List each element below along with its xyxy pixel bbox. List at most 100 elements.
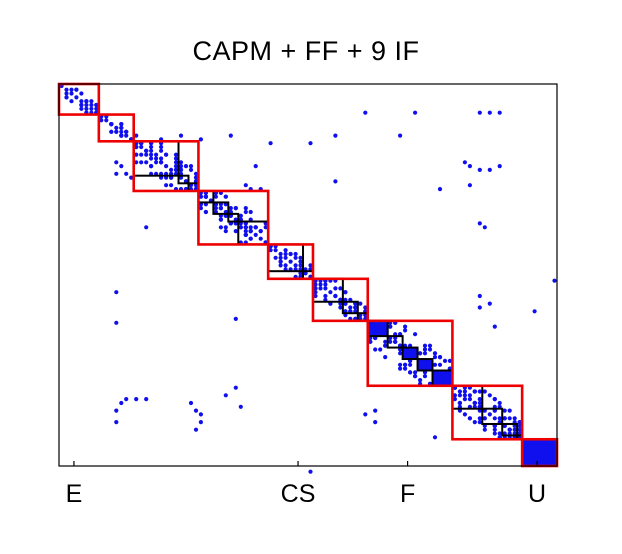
data-point-518 xyxy=(413,374,418,379)
data-point-663 xyxy=(243,183,248,188)
data-point-600 xyxy=(492,397,497,402)
data-point-610 xyxy=(477,420,482,425)
data-point-333 xyxy=(298,263,303,268)
data-point-263 xyxy=(198,194,203,199)
data-point-285 xyxy=(218,206,223,211)
data-point-683 xyxy=(124,397,129,402)
data-point-217 xyxy=(193,175,199,180)
data-point-116 xyxy=(64,95,69,100)
data-point-659 xyxy=(467,164,472,169)
data-point-6 xyxy=(89,106,94,111)
data-point-123 xyxy=(79,102,84,108)
data-point-441 xyxy=(378,347,383,352)
outer-block-4 xyxy=(266,243,315,281)
data-point-529 xyxy=(507,427,512,432)
data-point-44 xyxy=(278,251,283,257)
data-point-677 xyxy=(477,293,482,299)
data-point-385 xyxy=(313,290,318,295)
data-point-693 xyxy=(223,393,228,398)
data-point-695 xyxy=(238,404,243,409)
data-point-322 xyxy=(278,263,283,268)
data-point-223 xyxy=(134,152,139,157)
data-point-45 xyxy=(283,255,288,260)
data-point-662 xyxy=(497,164,502,169)
outer-block-7 xyxy=(451,384,524,441)
data-point-698 xyxy=(373,420,378,425)
data-point-46 xyxy=(288,259,293,264)
data-point-696 xyxy=(363,412,368,417)
data-point-639 xyxy=(487,110,492,115)
data-point-597 xyxy=(462,412,467,417)
data-point-417 xyxy=(403,324,408,329)
data-point-154 xyxy=(154,152,159,157)
inner-block-17 xyxy=(451,384,484,410)
data-point-9 xyxy=(104,118,109,123)
data-point-527 xyxy=(393,339,398,344)
inner-block-5 xyxy=(227,212,240,223)
data-point-39 xyxy=(253,232,258,237)
data-point-320 xyxy=(273,255,278,260)
outer-block-5 xyxy=(311,277,370,323)
data-point-113 xyxy=(79,106,84,111)
data-point-648 xyxy=(333,133,338,138)
data-point-124 xyxy=(69,87,74,92)
data-point-553 xyxy=(452,393,457,398)
data-point-480 xyxy=(383,339,388,344)
data-point-239 xyxy=(228,206,233,211)
data-point-364 xyxy=(323,282,328,287)
data-point-647 xyxy=(308,141,313,146)
points-layer xyxy=(59,83,557,474)
data-point-341 xyxy=(288,251,293,257)
data-point-58 xyxy=(348,305,353,310)
data-point-232 xyxy=(243,209,248,215)
data-point-671 xyxy=(477,221,482,226)
data-point-668 xyxy=(467,183,472,188)
inner-block-19 xyxy=(501,422,519,437)
data-point-450 xyxy=(427,347,433,352)
data-point-645 xyxy=(228,133,233,138)
data-point-117 xyxy=(74,87,79,92)
data-point-501 xyxy=(413,370,418,375)
data-point-456 xyxy=(422,351,428,356)
data-point-289 xyxy=(253,225,258,230)
data-point-119 xyxy=(94,106,99,111)
data-point-157 xyxy=(178,160,184,165)
data-point-316 xyxy=(308,263,313,268)
data-point-651 xyxy=(119,164,124,169)
data-point-687 xyxy=(114,420,119,425)
data-point-686 xyxy=(114,408,119,413)
chart-title: CAPM + FF + 9 IF xyxy=(192,36,420,66)
inner-block-15 xyxy=(416,358,434,372)
data-point-451 xyxy=(403,366,408,371)
data-point-406 xyxy=(422,374,428,379)
data-point-183 xyxy=(144,148,149,153)
dense-block-3 xyxy=(432,370,453,386)
data-point-166 xyxy=(159,148,164,153)
data-point-323 xyxy=(293,251,298,257)
data-point-229 xyxy=(243,225,248,230)
data-point-221 xyxy=(188,167,194,172)
data-point-673 xyxy=(552,278,557,283)
data-point-378 xyxy=(343,290,348,295)
data-point-679 xyxy=(477,305,482,310)
data-point-491 xyxy=(388,339,393,344)
data-point-462 xyxy=(422,343,428,348)
data-point-210 xyxy=(149,164,154,169)
data-point-690 xyxy=(198,412,203,417)
data-point-2 xyxy=(69,91,74,96)
data-point-53 xyxy=(323,286,328,291)
data-point-682 xyxy=(119,400,124,406)
data-point-220 xyxy=(169,183,174,188)
data-point-288 xyxy=(243,232,248,237)
data-point-661 xyxy=(487,167,492,172)
data-point-650 xyxy=(114,160,119,165)
data-point-197 xyxy=(149,148,154,153)
data-point-606 xyxy=(472,420,477,425)
data-point-666 xyxy=(333,179,338,184)
data-point-365 xyxy=(318,286,323,291)
data-point-283 xyxy=(233,206,238,211)
data-point-155 xyxy=(149,156,154,161)
data-point-428 xyxy=(432,362,438,367)
data-point-274 xyxy=(218,225,223,230)
